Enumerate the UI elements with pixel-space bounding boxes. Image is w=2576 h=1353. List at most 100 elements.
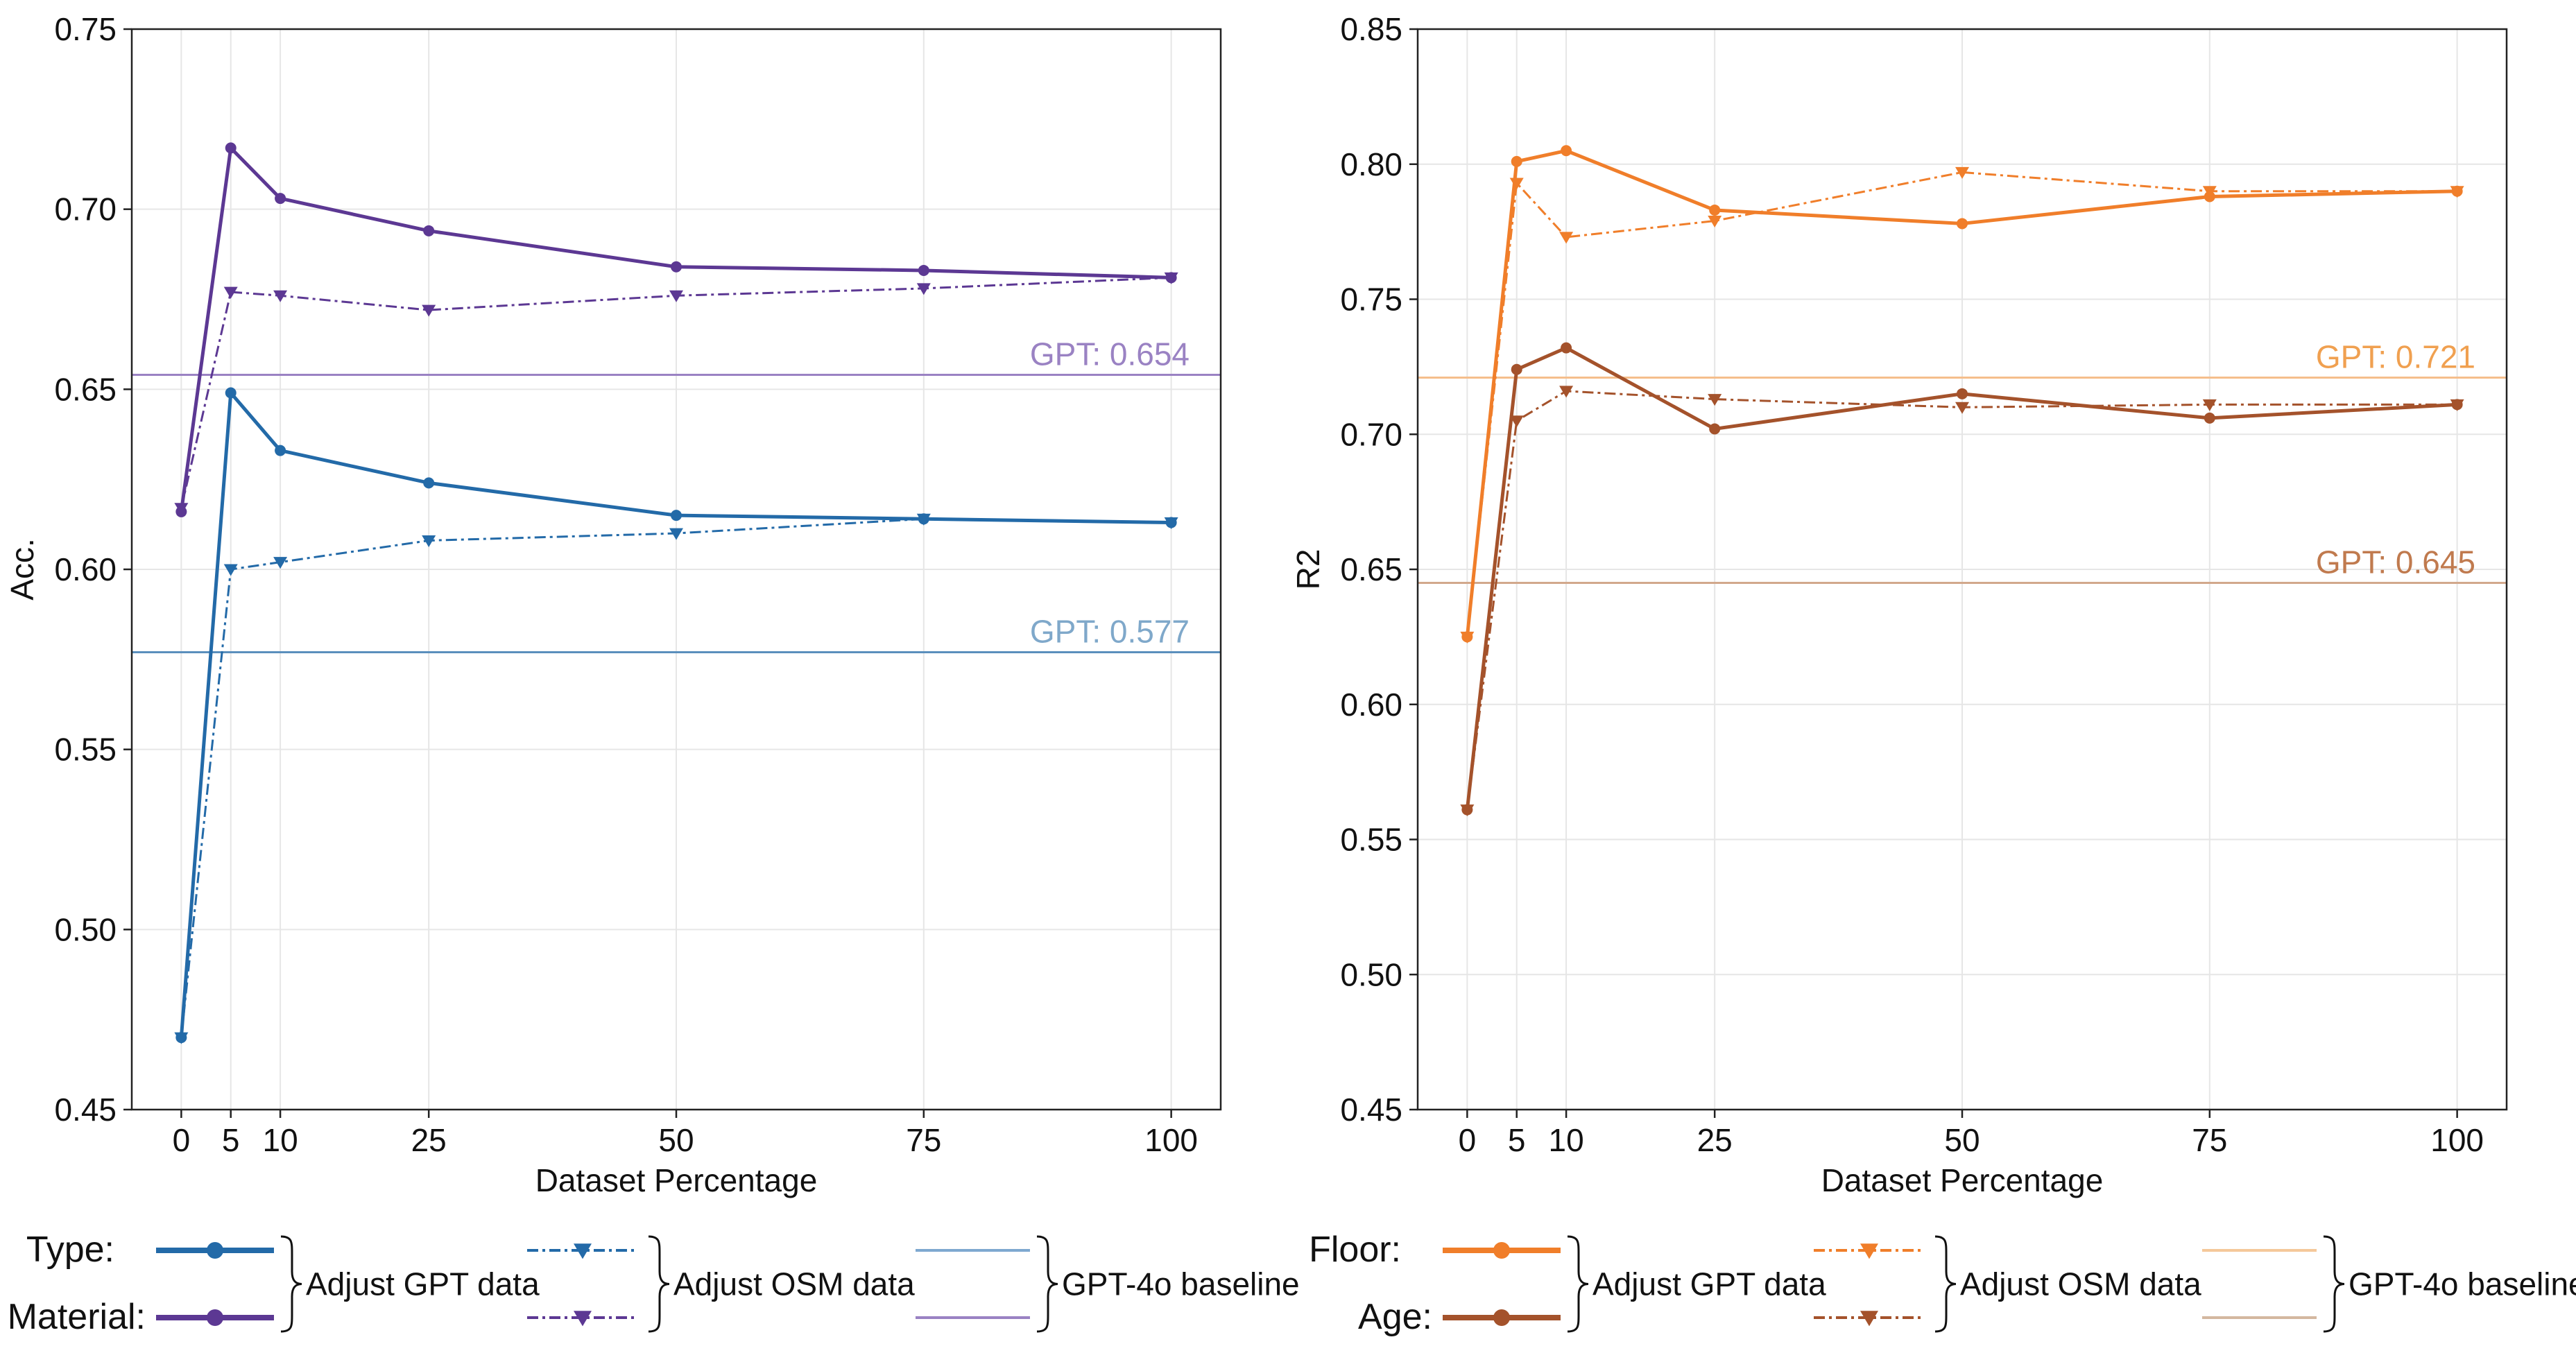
panel-left: GPT: 0.654 GPT: 0.577 0 5 10 25 50 75 100 0.45 0.5… <box>4 11 1300 1337</box>
data-point <box>1460 804 1475 817</box>
legend-marker-circle <box>207 1242 223 1259</box>
legend-group-label: Adjust GPT data <box>306 1266 540 1302</box>
x-tick-label: 50 <box>1944 1122 1980 1158</box>
y-tick-label: 0.75 <box>54 11 117 47</box>
data-point <box>2450 186 2464 198</box>
legend-brace <box>2323 1235 2345 1333</box>
y-tick-label: 0.55 <box>1340 822 1402 858</box>
legend-marker-circle <box>207 1309 223 1326</box>
legend-marker-triangle <box>574 1311 592 1327</box>
data-point <box>1709 204 1721 216</box>
legend-brace <box>648 1235 670 1333</box>
data-point <box>669 290 683 302</box>
x-tick-label: 75 <box>2192 1122 2227 1158</box>
data-point <box>1559 386 1574 398</box>
x-tick-label: 10 <box>263 1122 298 1158</box>
x-axis-label: Dataset Percentage <box>1821 1162 2104 1198</box>
panel-right: GPT: 0.721 GPT: 0.645 0 5 10 25 50 75 100 0.45 0.5… <box>1290 11 2576 1337</box>
data-point <box>2202 186 2217 198</box>
data-point <box>1509 178 1524 190</box>
baseline-label: GPT: 0.721 <box>2316 338 2475 374</box>
y-tick-label: 0.60 <box>54 551 117 587</box>
data-point <box>1561 145 1572 157</box>
data-point <box>916 513 931 526</box>
grid <box>132 28 1221 1110</box>
data-point <box>1957 388 1968 399</box>
legend-marker-circle <box>1493 1242 1510 1259</box>
y-tick-label: 0.45 <box>54 1092 117 1128</box>
legend-row-label: Material: <box>8 1297 146 1337</box>
legend-brace <box>1567 1235 1589 1333</box>
data-point <box>1559 232 1574 244</box>
data-point <box>2204 412 2215 424</box>
data-point <box>174 503 189 515</box>
legend-brace <box>1934 1235 1957 1333</box>
y-tick-label: 0.85 <box>1340 11 1402 47</box>
legend-group-label: Adjust OSM data <box>1960 1266 2201 1302</box>
data-point <box>273 557 288 569</box>
baseline-label: GPT: 0.645 <box>2316 544 2475 580</box>
y-tick-label: 0.65 <box>54 371 117 407</box>
x-axis-label: Dataset Percentage <box>535 1162 818 1198</box>
legend: Type: Material: Adjust GPT data Adjust OSM … <box>8 1230 1300 1337</box>
data-point <box>1511 363 1522 375</box>
legend-brace <box>1036 1235 1058 1333</box>
legend-row-label: Type: <box>26 1230 114 1270</box>
data-point <box>1955 166 1969 179</box>
data-point <box>1511 155 1522 167</box>
y-axis-label: R2 <box>1290 549 1326 590</box>
legend: Floor: Age: Adjust GPT data Adjust OSM data… <box>1309 1230 2576 1337</box>
baseline-label: GPT: 0.577 <box>1030 613 1190 649</box>
legend-marker-triangle <box>574 1243 592 1259</box>
y-tick-label: 0.55 <box>54 732 117 768</box>
x-tick-label: 25 <box>411 1122 447 1158</box>
data-point <box>671 510 682 522</box>
y-tick-label: 0.45 <box>1340 1092 1402 1128</box>
data-point <box>422 535 436 547</box>
legend-group-label: GPT-4o baseline <box>1062 1266 1300 1302</box>
data-point <box>918 264 929 276</box>
baseline-label: GPT: 0.654 <box>1030 336 1190 372</box>
x-tick-label: 25 <box>1697 1122 1733 1158</box>
data-point <box>1164 272 1178 284</box>
data-point <box>1957 218 1968 230</box>
data-point <box>2202 399 2217 411</box>
data-point <box>1955 402 1969 414</box>
legend-marker-triangle <box>1860 1311 1878 1327</box>
y-tick-label: 0.50 <box>1340 956 1402 992</box>
y-tick-label: 0.60 <box>1340 687 1402 723</box>
data-point <box>1164 517 1178 529</box>
legend-group-label: GPT-4o baseline <box>2349 1266 2576 1302</box>
data-point <box>1708 394 1722 406</box>
legend-row-label: Floor: <box>1309 1230 1401 1270</box>
x-tick-label: 10 <box>1549 1122 1584 1158</box>
legend-marker-triangle <box>1860 1243 1878 1259</box>
data-point <box>1561 342 1572 354</box>
data-point <box>422 304 436 317</box>
data-point <box>1708 216 1722 228</box>
data-point <box>671 261 682 273</box>
x-tick-label: 100 <box>2430 1122 2484 1158</box>
legend-marker-circle <box>1493 1309 1510 1326</box>
series <box>174 513 1178 1044</box>
data-point <box>223 564 238 576</box>
data-point <box>916 283 931 295</box>
x-tick-label: 0 <box>173 1122 191 1158</box>
series <box>1460 166 2464 644</box>
legend-group-label: Adjust GPT data <box>1592 1266 1826 1302</box>
y-axis-label: Acc. <box>4 538 40 600</box>
x-tick-label: 50 <box>658 1122 694 1158</box>
y-tick-label: 0.75 <box>1340 282 1402 318</box>
data-point <box>423 225 435 236</box>
data-point <box>225 142 237 154</box>
data-point <box>275 193 286 205</box>
data-point <box>1709 423 1721 435</box>
data-point <box>225 387 237 399</box>
legend-group-label: Adjust OSM data <box>673 1266 915 1302</box>
y-tick-label: 0.80 <box>1340 146 1402 182</box>
data-point <box>2450 399 2464 411</box>
x-tick-label: 5 <box>1508 1122 1526 1158</box>
y-tick-label: 0.50 <box>54 911 117 947</box>
data-point <box>223 286 238 299</box>
